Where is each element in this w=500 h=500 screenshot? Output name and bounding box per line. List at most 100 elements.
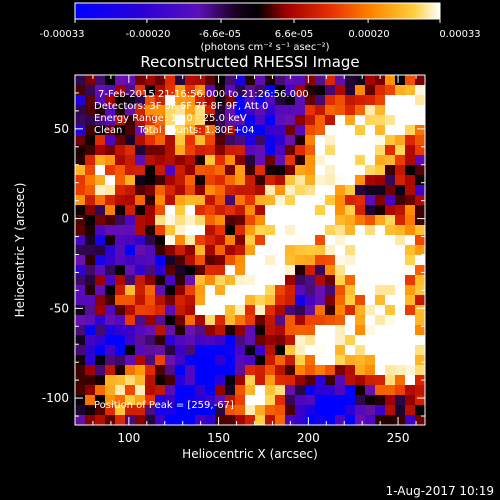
heatmap-cell	[195, 325, 206, 336]
heatmap-cell	[405, 195, 416, 206]
heatmap-cell	[195, 95, 206, 106]
heatmap-cell	[195, 285, 206, 296]
heatmap-cell	[145, 415, 156, 425]
heatmap-cell	[295, 205, 306, 216]
heatmap-cell	[185, 195, 196, 206]
heatmap-cell	[365, 105, 376, 116]
heatmap-cell	[325, 75, 336, 86]
x-tick-label: 150	[207, 431, 230, 445]
heatmap-cell	[175, 145, 186, 156]
heatmap-cell	[95, 265, 106, 276]
heatmap-cell	[115, 265, 126, 276]
heatmap-cell	[185, 325, 196, 336]
heatmap-cell	[405, 365, 416, 376]
heatmap-cell	[175, 375, 186, 386]
y-tick-labels: -100 -50 0 50	[42, 122, 69, 405]
heatmap-cell	[115, 325, 126, 336]
heatmap-cell	[115, 185, 126, 196]
heatmap-cell	[95, 415, 106, 425]
heatmap-cell	[355, 405, 366, 416]
heatmap-cell	[365, 355, 376, 366]
heatmap-cell	[105, 155, 116, 166]
heatmap-cell	[125, 155, 136, 166]
heatmap-cell	[165, 245, 176, 256]
heatmap-cell	[355, 255, 366, 266]
heatmap-cell	[185, 235, 196, 246]
heatmap-cell	[375, 115, 386, 126]
heatmap-cell	[205, 235, 216, 246]
heatmap-cell	[195, 135, 206, 146]
heatmap-cell	[355, 85, 366, 96]
heatmap-cell	[245, 255, 256, 266]
heatmap-cell	[205, 175, 216, 186]
heatmap-cell	[355, 385, 366, 396]
heatmap-cell	[115, 395, 126, 406]
heatmap-cell	[375, 75, 386, 86]
heatmap-cell	[155, 75, 166, 86]
heatmap-cell	[365, 195, 376, 206]
heatmap-cell	[385, 395, 396, 406]
heatmap-cell	[305, 365, 316, 376]
heatmap-cell	[265, 275, 276, 286]
heatmap-cell	[405, 245, 416, 256]
heatmap-cell	[125, 365, 136, 376]
heatmap-cell	[335, 235, 346, 246]
heatmap-cell	[155, 235, 166, 246]
heatmap-cell	[375, 375, 386, 386]
heatmap-cell	[375, 275, 386, 286]
heatmap-cell	[275, 245, 286, 256]
heatmap-cell	[275, 405, 286, 416]
heatmap-cell	[175, 415, 186, 425]
heatmap-cell	[305, 135, 316, 146]
heatmap-cell	[405, 225, 416, 236]
heatmap-cell	[285, 135, 296, 146]
heatmap-cell	[395, 205, 406, 216]
heatmap-cell	[295, 265, 306, 276]
heatmap-cell	[295, 365, 306, 376]
heatmap-cell	[165, 275, 176, 286]
heatmap-cell	[125, 375, 136, 386]
heatmap-cell	[245, 395, 256, 406]
heatmap-cell	[345, 115, 356, 126]
heatmap-cell	[155, 135, 166, 146]
heatmap-cell	[405, 415, 416, 425]
heatmap-cell	[365, 365, 376, 376]
heatmap-cell	[305, 315, 316, 326]
heatmap-cell	[365, 305, 376, 316]
heatmap-cell	[195, 215, 206, 226]
heatmap-cell	[85, 325, 96, 336]
heatmap-cell	[365, 375, 376, 386]
heatmap-cell	[215, 125, 226, 136]
heatmap-cell	[285, 265, 296, 276]
heatmap-cell	[205, 145, 216, 156]
heatmap-cell	[275, 375, 286, 386]
heatmap-cell	[315, 275, 326, 286]
heatmap-cell	[255, 375, 266, 386]
heatmap-cell	[355, 155, 366, 166]
heatmap-cell	[105, 345, 116, 356]
heatmap-cell	[235, 275, 246, 286]
heatmap-cell	[165, 375, 176, 386]
heatmap-cell	[305, 125, 316, 136]
heatmap-cell	[155, 85, 166, 96]
heatmap-cell	[265, 355, 276, 366]
heatmap-cell	[405, 95, 416, 106]
heatmap-cell	[265, 155, 276, 166]
heatmap-cell	[145, 405, 156, 416]
heatmap-cell	[315, 335, 326, 346]
heatmap-cell	[205, 115, 216, 126]
heatmap-cell	[215, 385, 226, 396]
heatmap-cell	[325, 275, 336, 286]
heatmap-cell	[355, 95, 366, 106]
heatmap-cell	[285, 75, 296, 86]
heatmap-cell	[315, 355, 326, 366]
heatmap-cell	[365, 125, 376, 136]
heatmap-cell	[105, 95, 116, 106]
heatmap-cell	[225, 155, 236, 166]
heatmap-cell	[375, 355, 386, 366]
heatmap-cell	[155, 325, 166, 336]
heatmap-cell	[415, 215, 425, 226]
heatmap-cell	[205, 305, 216, 316]
heatmap-cell	[415, 85, 425, 96]
heatmap-cell	[215, 195, 226, 206]
